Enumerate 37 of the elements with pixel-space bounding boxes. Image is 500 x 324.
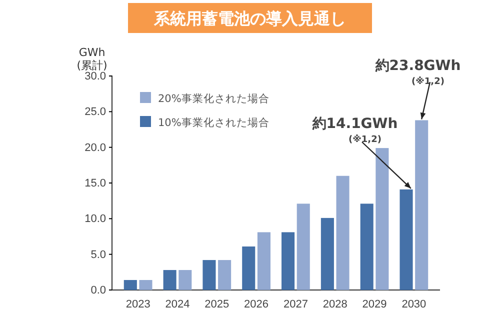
annotation: 約14.1GWh (※1,2) — [311, 116, 398, 145]
bar — [360, 204, 374, 290]
y-tick-label: 20.0 — [84, 142, 106, 154]
bar — [320, 218, 334, 290]
chart-title: 系統用蓄電池の導入見通し — [153, 9, 346, 28]
x-tick-label: 2026 — [244, 298, 269, 310]
y-tick-label: 0.0 — [90, 284, 106, 297]
bar — [218, 260, 232, 290]
bar — [163, 270, 176, 290]
bar — [400, 189, 413, 290]
x-tick-label: 2030 — [402, 298, 426, 310]
bar — [257, 232, 270, 290]
legend-label: 20%事業化された場合 — [158, 92, 270, 105]
bar — [376, 148, 389, 290]
bar — [296, 204, 310, 290]
x-tick-label: 2029 — [362, 298, 387, 310]
bar — [202, 260, 216, 290]
y-tick-label: 30.0 — [84, 70, 106, 83]
y-tick-label: 15.0 — [84, 178, 106, 190]
bar — [139, 280, 152, 290]
bar — [124, 280, 137, 290]
bar — [415, 120, 428, 290]
x-tick-label: 2028 — [322, 298, 348, 310]
legend-label: 10%事業化された場合 — [158, 116, 270, 129]
x-tick-label: 2024 — [165, 298, 190, 310]
y-tick-label: 5.0 — [90, 248, 106, 261]
y-axis-title: GWh (累計) — [76, 46, 108, 72]
bar — [282, 232, 295, 290]
bar — [242, 246, 256, 290]
x-tick-label: 2023 — [126, 298, 150, 310]
y-tick-label: 25.0 — [84, 106, 106, 118]
y-tick-label: 10.0 — [84, 213, 106, 226]
bar — [178, 270, 192, 290]
x-tick-label: 2025 — [204, 298, 230, 310]
bar — [336, 176, 350, 290]
annotation: 約23.8GWh (※1,2) — [374, 58, 461, 87]
x-tick-label: 2027 — [283, 298, 308, 310]
